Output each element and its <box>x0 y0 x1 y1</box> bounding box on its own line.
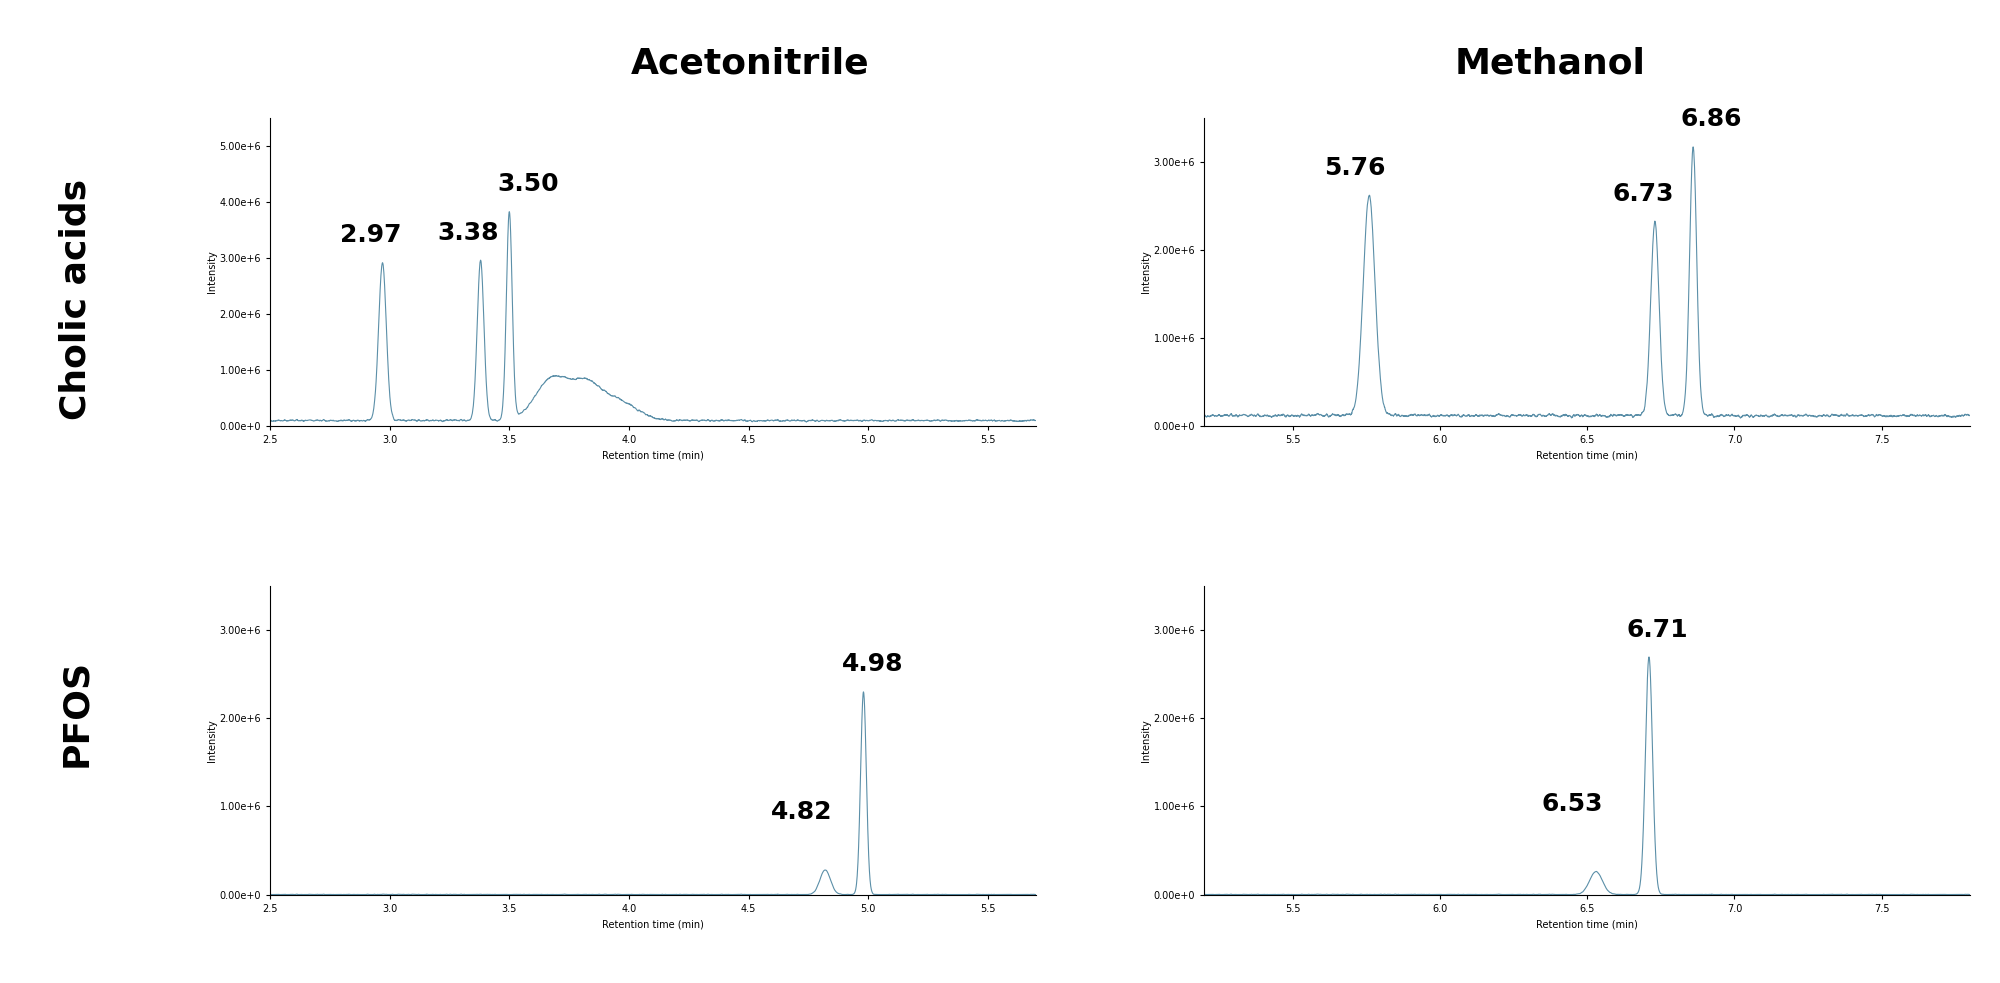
X-axis label: Retention time (min): Retention time (min) <box>602 451 704 461</box>
Text: Acetonitrile: Acetonitrile <box>630 47 870 81</box>
Text: 5.76: 5.76 <box>1324 156 1386 180</box>
Text: 6.86: 6.86 <box>1680 107 1742 132</box>
Text: 3.50: 3.50 <box>498 172 560 197</box>
Y-axis label: Intensity: Intensity <box>1140 720 1150 762</box>
Text: 3.38: 3.38 <box>438 221 500 245</box>
X-axis label: Retention time (min): Retention time (min) <box>602 919 704 929</box>
Text: 6.53: 6.53 <box>1542 792 1604 816</box>
Text: 4.98: 4.98 <box>842 653 904 676</box>
Text: Cholic acids: Cholic acids <box>60 179 92 421</box>
Y-axis label: Intensity: Intensity <box>1140 251 1150 293</box>
Text: Methanol: Methanol <box>1454 47 1646 81</box>
Text: PFOS: PFOS <box>60 659 92 767</box>
Y-axis label: Intensity: Intensity <box>206 720 216 762</box>
X-axis label: Retention time (min): Retention time (min) <box>1536 919 1638 929</box>
Text: 4.82: 4.82 <box>770 800 832 824</box>
Text: 6.71: 6.71 <box>1626 617 1688 642</box>
Text: 6.73: 6.73 <box>1612 182 1674 205</box>
Text: 2.97: 2.97 <box>340 223 402 248</box>
Y-axis label: Intensity: Intensity <box>206 251 216 293</box>
X-axis label: Retention time (min): Retention time (min) <box>1536 451 1638 461</box>
